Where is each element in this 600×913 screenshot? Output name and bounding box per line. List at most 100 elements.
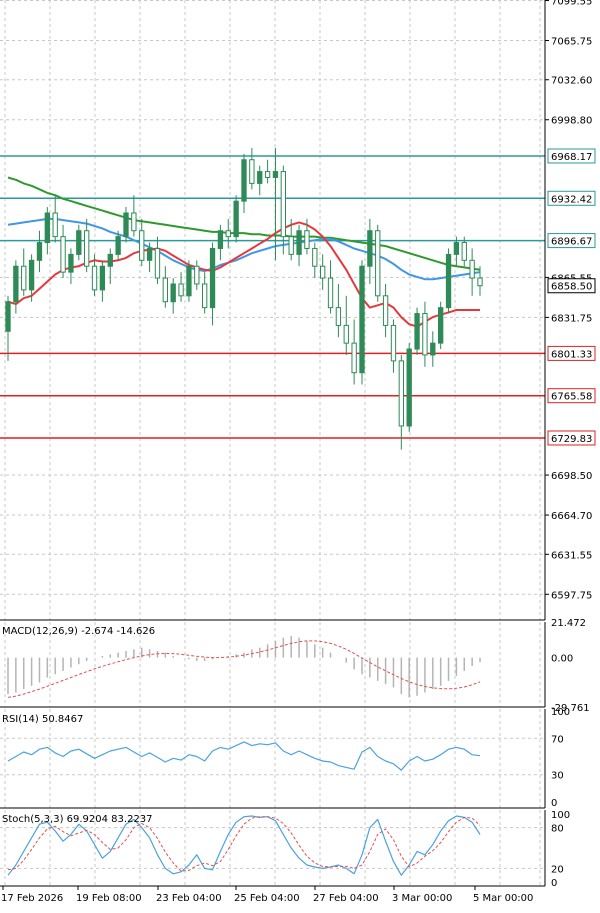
candle-body [406, 348, 412, 427]
resistance-level-label: 6896.67 [551, 237, 592, 248]
candle-body [398, 360, 404, 427]
candle-body [115, 236, 121, 255]
candle-body [351, 342, 357, 374]
macd-tick-label: 0.00 [551, 654, 573, 665]
candle-body [28, 259, 35, 291]
candle-body [186, 265, 192, 297]
stoch-title: Stoch(5,3,3) 69.9204 83.2237 [2, 814, 153, 825]
x-axis-label: 23 Feb 04:00 [156, 893, 222, 904]
rsi-tick-label: 30 [551, 771, 564, 782]
candle-body [445, 253, 452, 309]
candle-body [162, 277, 168, 303]
candle-body [257, 171, 263, 184]
rsi-tick-label: 0 [551, 798, 557, 809]
price-tick-label: 6664.70 [551, 511, 592, 522]
candle-body [390, 324, 397, 362]
rsi-title: RSI(14) 50.8467 [2, 714, 83, 725]
candle-body [68, 253, 74, 273]
candle-body [146, 247, 153, 261]
candle-body [225, 230, 231, 238]
support-level-box [547, 430, 596, 446]
candle-body [233, 200, 239, 238]
price-tick-label: 6998.80 [551, 116, 592, 127]
candle-body [194, 265, 200, 285]
macd-signal-line [7, 640, 481, 698]
price-tick-label: 6631.55 [551, 550, 592, 561]
candle-body [296, 230, 302, 255]
candle-body [139, 230, 145, 261]
candle-body [477, 277, 483, 287]
candle-body [5, 301, 11, 332]
candle-body [44, 212, 50, 244]
candle-body [170, 283, 176, 303]
candle-body [320, 265, 326, 279]
candle-body [99, 265, 106, 291]
price-tick-label: 7099.55 [551, 0, 592, 8]
candle-body [288, 236, 294, 255]
candle-body [209, 247, 216, 309]
ema-slow-line [7, 176, 481, 271]
candle-body [335, 307, 342, 326]
candle-body [280, 171, 286, 238]
support-level-box [547, 345, 596, 361]
candle-body [327, 277, 334, 309]
candle-body [76, 230, 82, 255]
x-axis-label: 25 Feb 04:00 [234, 893, 300, 904]
candle-body [178, 283, 184, 297]
candle-body [91, 265, 98, 291]
candle-body [272, 171, 279, 178]
price-tick-label: 6831.75 [551, 313, 592, 324]
macd-tick-label: 21.472 [551, 618, 586, 629]
candle-body [304, 230, 310, 249]
resistance-level-box [547, 233, 596, 249]
candle-body [36, 242, 43, 261]
candle-body [13, 265, 19, 303]
candle-body [414, 313, 420, 350]
candle-body [438, 307, 444, 344]
candle-body [154, 247, 161, 279]
x-axis-label: 17 Feb 2026 [1, 893, 63, 904]
rsi-tick-label: 100 [551, 707, 570, 718]
candle-body [422, 313, 428, 356]
x-axis-label: 5 Mar 00:00 [473, 893, 533, 904]
price-tick-label: 6597.75 [551, 590, 592, 601]
candle-body [131, 212, 137, 232]
candle-body [359, 265, 365, 374]
candle-body [382, 295, 389, 326]
macd-tick-label: -29.761 [551, 703, 590, 714]
resistance-level-label: 6968.17 [551, 152, 592, 163]
stoch-tick-label: 100 [551, 810, 570, 821]
stoch-tick-label: 0 [551, 878, 557, 889]
stoch-tick-label: 80 [551, 824, 564, 835]
candle-body [202, 283, 208, 309]
price-tick-label: 7032.60 [551, 76, 592, 87]
current-price-box [547, 278, 596, 294]
candle-body [107, 253, 113, 267]
rsi-tick-label: 70 [551, 734, 564, 745]
current-price-label: 6858.50 [551, 282, 592, 293]
candle-body [60, 236, 66, 273]
candle-body [469, 259, 475, 279]
rsi-line [7, 741, 481, 771]
candle-body [453, 242, 460, 255]
x-axis-label: 27 Feb 04:00 [313, 893, 379, 904]
candle-body [217, 230, 224, 249]
resistance-level-label: 6932.42 [551, 194, 592, 205]
stoch-signal-line [7, 816, 481, 872]
candle-body [367, 230, 373, 267]
candle-body [264, 171, 271, 178]
candle-body [52, 212, 58, 238]
resistance-level-box [547, 190, 596, 206]
candle-body [84, 230, 90, 267]
candle-body [21, 265, 27, 291]
support-level-label: 6765.58 [551, 392, 592, 403]
price-tick-label: 7065.75 [551, 37, 592, 48]
candle-body [241, 159, 247, 202]
support-level-box [547, 388, 596, 404]
candle-body [461, 242, 467, 261]
candle-body [375, 230, 381, 297]
support-level-label: 6801.33 [551, 349, 592, 360]
